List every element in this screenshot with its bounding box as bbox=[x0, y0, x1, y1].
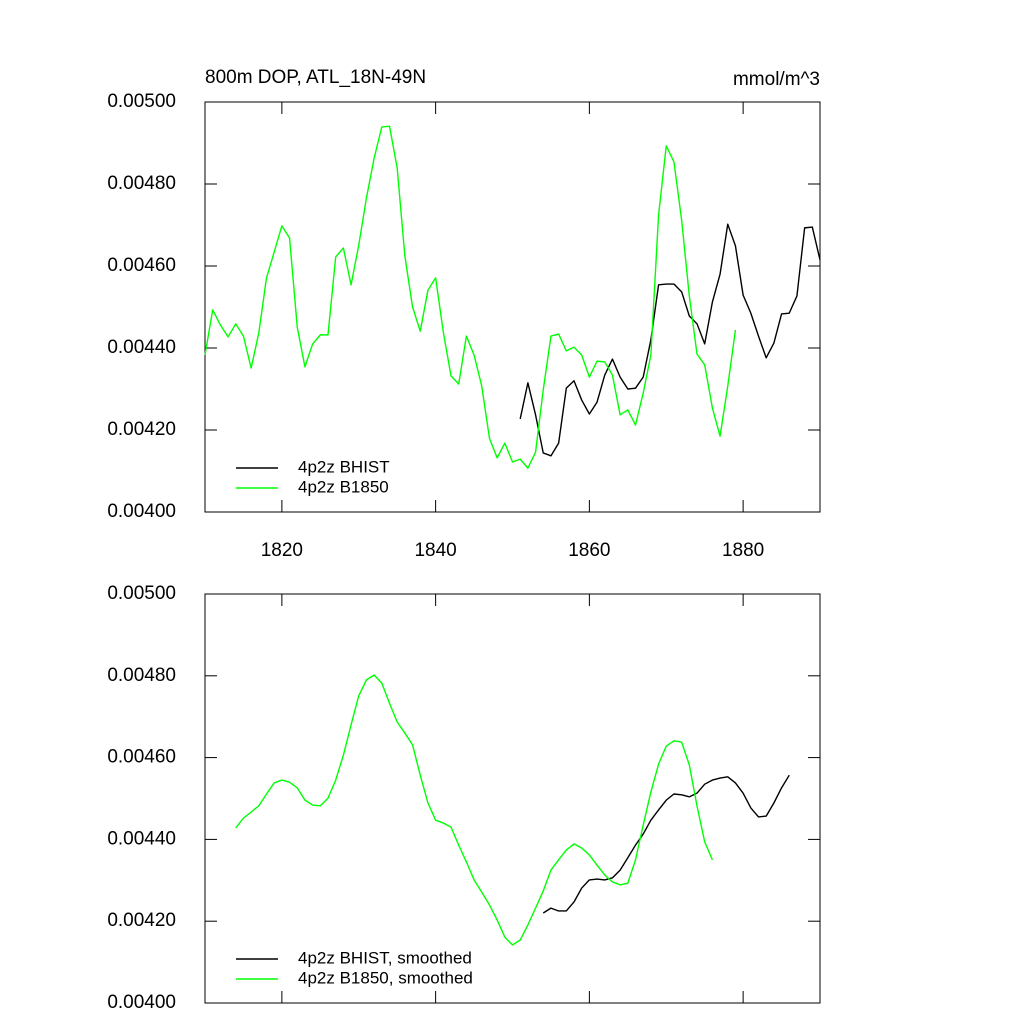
x-tick-label: 1860 bbox=[568, 540, 610, 561]
y-tick-label: 0.00480 bbox=[107, 665, 176, 686]
legend-label: 4p2z BHIST, smoothed bbox=[298, 948, 472, 967]
legend-label: 4p2z B1850, smoothed bbox=[298, 968, 473, 987]
x-tick-label: 1820 bbox=[261, 540, 303, 561]
y-tick-label: 0.00440 bbox=[107, 828, 176, 849]
plot-frame bbox=[204, 101, 821, 513]
y-tick-label: 0.00440 bbox=[107, 337, 176, 358]
x-tick-label: 1880 bbox=[722, 540, 764, 561]
y-tick-label: 0.00500 bbox=[107, 91, 176, 112]
y-tick-label: 0.00460 bbox=[107, 255, 176, 276]
y-tick-label: 0.00460 bbox=[107, 747, 176, 768]
data-line bbox=[204, 125, 737, 469]
y-tick-label: 0.00480 bbox=[107, 173, 176, 194]
y-tick-label: 0.00420 bbox=[107, 419, 176, 440]
y-tick-label: 0.00420 bbox=[107, 910, 176, 931]
plot-frame bbox=[204, 593, 821, 1004]
y-tick-label: 0.00400 bbox=[107, 501, 176, 522]
data-line bbox=[235, 674, 714, 946]
legend-label: 4p2z B1850 bbox=[298, 477, 389, 496]
units-label: mmol/m^3 bbox=[733, 69, 820, 90]
data-line bbox=[519, 223, 821, 457]
data-line bbox=[542, 774, 790, 914]
legend-label: 4p2z BHIST bbox=[298, 457, 390, 476]
y-tick-label: 0.00400 bbox=[107, 992, 176, 1013]
chart-title: 800m DOP, ATL_18N-49N bbox=[205, 67, 426, 88]
x-tick-label: 1840 bbox=[414, 540, 456, 561]
y-tick-label: 0.00500 bbox=[107, 583, 176, 604]
